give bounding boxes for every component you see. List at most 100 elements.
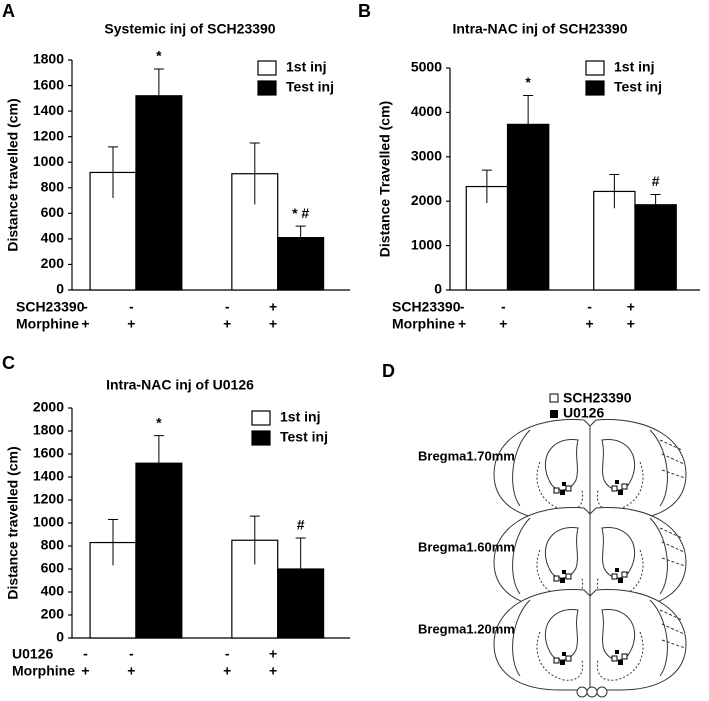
chart-title: Intra-NAC inj of SCH23390 <box>452 21 627 37</box>
y-tick-label: 200 <box>41 606 65 622</box>
y-tick-label: 1000 <box>33 514 64 530</box>
chart: B Intra-NAC inj of SCH23390 Distance Trave… <box>358 1 700 332</box>
treatment-sign: - <box>225 299 230 315</box>
treatment-sign: + <box>127 316 135 332</box>
legend-label: SCH23390 <box>563 390 632 406</box>
error-bar <box>295 225 306 250</box>
y-tick-label: 800 <box>41 537 65 553</box>
y-tick-label: 1200 <box>33 127 64 143</box>
y-tick-label: 1600 <box>33 76 64 92</box>
treatment-sign: + <box>81 663 89 679</box>
error-bar <box>481 169 492 203</box>
treatment-name: SCH23390 <box>16 299 85 315</box>
y-tick-label: 1400 <box>33 468 64 484</box>
treatment-name: SCH23390 <box>392 299 461 315</box>
y-tick-label: 200 <box>41 255 65 271</box>
y-tick-label: 600 <box>41 204 65 220</box>
treatment-sign: - <box>587 299 592 315</box>
structure <box>586 686 598 698</box>
treatment-sign: + <box>81 316 89 332</box>
structure <box>596 686 608 698</box>
y-tick-label: 3000 <box>411 148 442 164</box>
chart-title: Intra-NAC inj of U0126 <box>106 377 254 393</box>
section-label: Bregma1.60mm <box>418 539 515 554</box>
error-bar <box>650 194 661 215</box>
treatment-sign: + <box>586 316 594 332</box>
legend-swatch <box>257 80 277 96</box>
treatment-sign: + <box>627 299 635 315</box>
error-bar <box>108 519 119 566</box>
treatment-sign: - <box>129 299 134 315</box>
chart: C Intra-NAC inj of U0126 Distance travelle… <box>2 353 350 679</box>
treatment-name: Morphine <box>16 316 79 332</box>
legend-swatch <box>550 410 558 418</box>
error-bar <box>108 146 119 198</box>
legend-label: 1st inj <box>286 59 326 75</box>
treatment-sign: + <box>127 663 135 679</box>
legend-label: U0126 <box>563 405 604 421</box>
legend-swatch <box>257 60 277 76</box>
significance-label: * <box>156 414 162 430</box>
bar <box>135 95 183 291</box>
y-tick-label: 400 <box>41 230 65 246</box>
treatment-sign: - <box>83 646 88 662</box>
y-tick-label: 2000 <box>33 399 64 415</box>
y-axis-label: Distance travelled (cm) <box>5 446 21 599</box>
panel-d: D SCH23390 U0126 Bregma1.70mm Bregma1.60… <box>382 361 687 698</box>
structure <box>576 686 588 698</box>
y-tick-label: 1600 <box>33 445 64 461</box>
chart: A Systemic inj of SCH23390 Distance travel… <box>2 1 350 332</box>
legend-swatch <box>585 60 605 76</box>
significance-label: * # <box>292 205 309 221</box>
treatment-sign: + <box>458 316 466 332</box>
y-tick-label: 800 <box>41 178 65 194</box>
treatment-sign: + <box>223 663 231 679</box>
y-tick-label: 1400 <box>33 102 64 118</box>
treatment-sign: + <box>269 299 277 315</box>
y-axis-label: Distance Travelled (cm) <box>377 101 393 257</box>
legend-swatch <box>251 430 271 446</box>
chart-title: Systemic inj of SCH23390 <box>104 21 275 37</box>
bar <box>634 204 677 291</box>
y-tick-label: 2000 <box>411 192 442 208</box>
legend-label: Test inj <box>280 429 328 445</box>
error-bar <box>523 95 534 154</box>
panel-letter: C <box>2 353 15 373</box>
y-axis-label: Distance travelled (cm) <box>5 98 21 251</box>
treatment-sign: + <box>269 646 277 662</box>
significance-label: * <box>156 48 162 64</box>
treatment-sign: + <box>269 663 277 679</box>
treatment-sign: + <box>269 316 277 332</box>
legend-swatch <box>251 410 271 426</box>
brain-section <box>493 589 687 691</box>
brain-section <box>493 419 687 521</box>
legend-label: Test inj <box>614 79 662 95</box>
significance-label: # <box>652 173 660 189</box>
legend-swatch <box>549 393 559 403</box>
legend-label: 1st inj <box>280 409 320 425</box>
treatment-name: Morphine <box>392 316 455 332</box>
panel-letter: A <box>2 1 15 21</box>
bar <box>135 462 183 639</box>
significance-label: * <box>525 74 531 90</box>
y-tick-label: 1800 <box>33 422 64 438</box>
y-tick-label: 1800 <box>33 51 64 67</box>
treatment-sign: + <box>223 316 231 332</box>
brain-section <box>493 507 687 609</box>
error-bar <box>295 537 306 601</box>
treatment-sign: - <box>129 646 134 662</box>
treatment-sign: - <box>460 299 465 315</box>
treatment-name: U0126 <box>12 646 53 662</box>
error-bar <box>153 435 164 491</box>
treatment-sign: + <box>499 316 507 332</box>
legend-label: Test inj <box>286 79 334 95</box>
panel-letter: B <box>358 1 371 21</box>
error-bar <box>249 142 260 205</box>
treatment-sign: - <box>83 299 88 315</box>
legend-label: 1st inj <box>614 59 654 75</box>
y-tick-label: 600 <box>41 560 65 576</box>
significance-label: # <box>297 517 305 533</box>
y-tick-label: 0 <box>434 281 442 297</box>
error-bar <box>249 515 260 565</box>
